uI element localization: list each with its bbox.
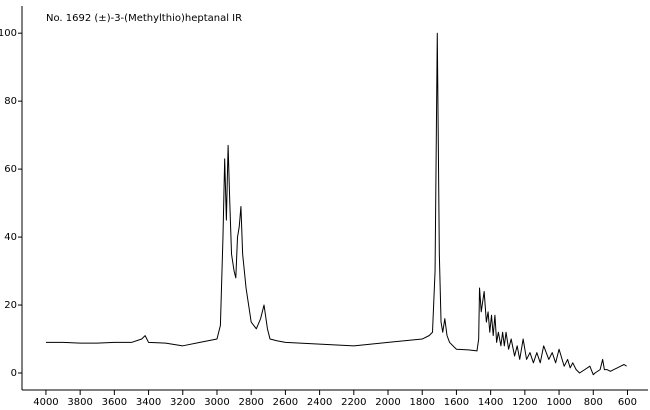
x-tick-label: 600 bbox=[618, 397, 637, 408]
x-tick-label: 2200 bbox=[341, 397, 366, 408]
y-tick-label: 100 bbox=[0, 28, 17, 39]
x-tick-label: 1200 bbox=[512, 397, 537, 408]
x-tick-label: 1600 bbox=[444, 397, 469, 408]
x-tick-label: 2000 bbox=[375, 397, 400, 408]
x-tick-label: 1400 bbox=[478, 397, 503, 408]
spectrum-line bbox=[45, 32, 627, 376]
x-tick-label: 3600 bbox=[102, 397, 127, 408]
x-tick-label: 3200 bbox=[170, 397, 195, 408]
x-tick-label: 1800 bbox=[410, 397, 435, 408]
y-tick-label: 20 bbox=[4, 300, 17, 311]
chart-title: No. 1692 (±)-3-(Methylthio)heptanal IR bbox=[46, 13, 242, 24]
x-tick-label: 2400 bbox=[307, 397, 332, 408]
y-tick-label: 0 bbox=[11, 368, 17, 379]
x-tick-label: 4000 bbox=[33, 397, 58, 408]
x-tick-label: 3800 bbox=[67, 397, 92, 408]
x-tick-label: 800 bbox=[584, 397, 603, 408]
x-tick-label: 2800 bbox=[238, 397, 263, 408]
x-tick-label: 3000 bbox=[204, 397, 229, 408]
x-tick-label: 3400 bbox=[136, 397, 161, 408]
x-tick-label: 1000 bbox=[546, 397, 571, 408]
y-tick-label: 40 bbox=[4, 232, 17, 243]
y-tick-label: 80 bbox=[4, 96, 17, 107]
x-tick-label: 2600 bbox=[273, 397, 298, 408]
y-tick-label: 60 bbox=[4, 164, 17, 175]
